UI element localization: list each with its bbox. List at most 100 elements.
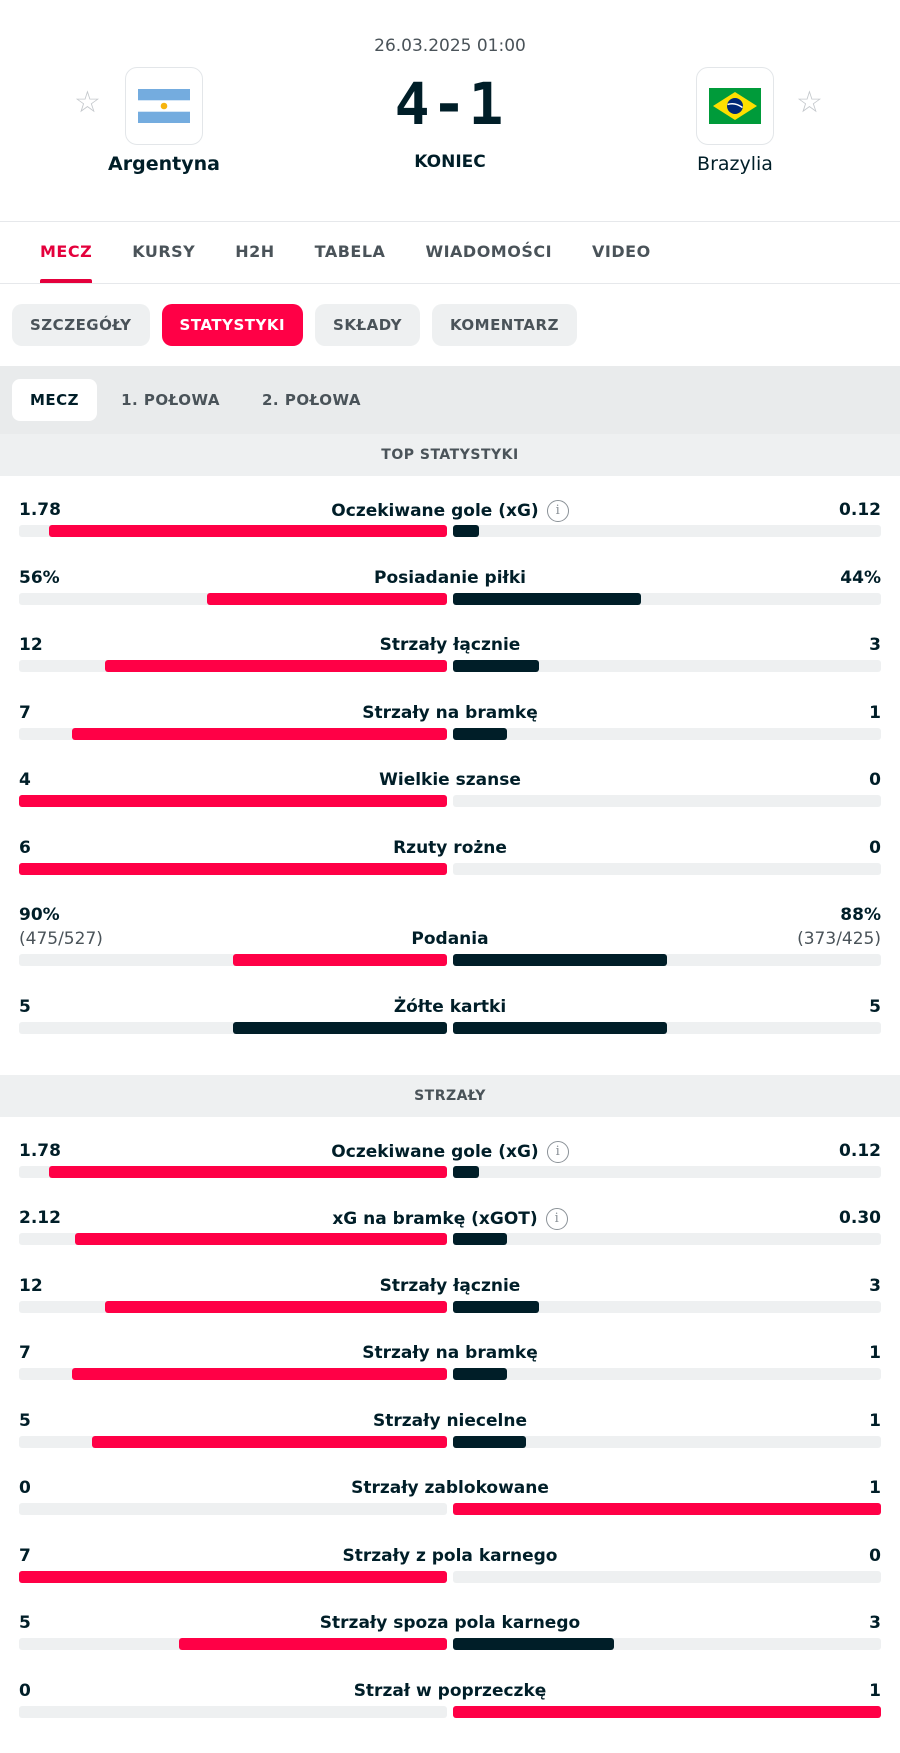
favorite-away-star-icon[interactable]: ☆ (796, 85, 823, 120)
stat-bar-home-track (19, 1705, 447, 1718)
stat-home-value: 4 (19, 770, 31, 790)
match-header: 26.03.2025 01:00 ☆ Argentyna 4-1 KONIEC … (0, 0, 900, 222)
stat-away-value: 5 (869, 997, 881, 1017)
stat-bar-home-track (19, 1368, 447, 1380)
stat-row: 12 Strzały łącznie 3 (0, 635, 900, 703)
stat-name-text: Strzały łącznie (379, 1275, 521, 1296)
period-tab-match[interactable]: MECZ (12, 379, 98, 421)
stat-list: 1.78 Oczekiwane gole (xG) i 0.12 2.12 xG na b… (0, 1117, 900, 1753)
section-header: STRZAŁY (0, 1074, 900, 1117)
stat-row: 7 Strzały na bramkę 1 (0, 703, 900, 771)
stat-bar-away-track (453, 1022, 881, 1034)
stat-bar-away-track (453, 1300, 881, 1313)
subtab-szczegoly[interactable]: SZCZEGÓŁY (12, 304, 150, 346)
stat-bar-home-track (19, 1165, 447, 1178)
tab-kursy[interactable]: KURSY (132, 242, 196, 261)
stat-row: 6 Rzuty rożne 0 (0, 838, 900, 906)
match-date: 26.03.2025 01:00 (374, 36, 526, 56)
period-tab-second-half[interactable]: 2. POŁOWA (262, 391, 361, 409)
stat-name: Strzał w poprzeczkę (0, 1681, 900, 1701)
stat-bar (19, 727, 881, 740)
info-icon[interactable]: i (546, 500, 569, 522)
stat-bar-home-track (19, 862, 447, 875)
stat-bar-home-fill (92, 1435, 447, 1448)
tab-wiadomosci[interactable]: WIADOMOŚCI (425, 242, 553, 261)
stat-bar-away-track (453, 592, 881, 605)
stat-bar-away-track (453, 1705, 881, 1718)
stat-away-value: 3 (869, 1275, 881, 1296)
tab-h2h[interactable]: H2H (235, 242, 275, 261)
away-team-logo[interactable] (696, 67, 774, 145)
stat-bar-home-fill (49, 1165, 447, 1178)
argentina-flag-icon (138, 89, 190, 123)
stat-name: Strzały z pola karnego (0, 1546, 900, 1566)
stat-bar-home-fill (179, 1638, 447, 1650)
away-team-name[interactable]: Brazylia (697, 153, 773, 175)
stat-home-value: 1.78 (19, 500, 61, 520)
stat-home-value: 1.78 (19, 1140, 61, 1161)
info-icon[interactable]: i (546, 1140, 569, 1163)
stat-bar-away-fill (453, 1165, 479, 1178)
subtab-komentarz[interactable]: KOMENTARZ (431, 304, 577, 346)
stat-bar (19, 954, 881, 966)
stat-name-text: xG na bramkę (xGOT) (332, 1209, 538, 1229)
info-icon[interactable]: i (545, 1208, 568, 1230)
stat-away-value: 1 (869, 1410, 881, 1431)
stat-home-value: 6 (19, 837, 31, 858)
tab-mecz[interactable]: MECZ (20, 222, 112, 283)
match-status: KONIEC (414, 152, 486, 172)
stat-bar (19, 795, 881, 807)
home-team-logo[interactable] (125, 67, 203, 145)
stat-bar-home-fill (207, 592, 447, 605)
stat-name: Strzały zablokowane (0, 1478, 900, 1498)
stat-name: Strzały na bramkę (0, 1343, 900, 1363)
stat-bar (19, 862, 881, 875)
stat-home-value: 7 (19, 702, 31, 723)
stat-row: 12 Strzały łącznie 3 (0, 1276, 900, 1344)
stat-bar (19, 1638, 881, 1650)
stat-name: Strzały spoza pola karnego (0, 1613, 900, 1633)
stat-bar-away-track (453, 795, 881, 807)
stat-row: 90% (475/527) Podania 88% (373/425) (0, 905, 900, 997)
subtab-statystyki[interactable]: STATYSTYKI (161, 304, 304, 346)
stat-bar-home-fill (19, 795, 447, 807)
favorite-home-star-icon[interactable]: ☆ (74, 85, 101, 120)
stat-bar-away-fill (453, 1300, 539, 1313)
stat-name-text: Strzały z pola karnego (342, 1545, 558, 1566)
stat-home-value: 90% (19, 905, 60, 925)
stat-name-text: Oczekiwane gole (xG) (331, 1141, 539, 1162)
stat-bar-away-track (453, 1570, 881, 1583)
stat-bar-away-track (453, 1165, 881, 1178)
stat-name: Strzały na bramkę (0, 703, 900, 723)
tab-tabela[interactable]: TABELA (314, 242, 386, 261)
stat-name: Oczekiwane gole (xG) i (0, 1140, 900, 1163)
brazil-flag-icon (709, 88, 761, 124)
stat-bar-away-track (453, 862, 881, 875)
stat-away-value: 0.30 (839, 1208, 881, 1228)
period-tab-first-half[interactable]: 1. POŁOWA (121, 391, 220, 409)
stat-name-text: Żółte kartki (393, 997, 507, 1017)
stat-bar (19, 1705, 881, 1718)
stat-bar (19, 660, 881, 672)
home-team-name[interactable]: Argentyna (108, 153, 220, 175)
stat-bar (19, 1165, 881, 1178)
stat-bar (19, 1300, 881, 1313)
stat-row: 4 Wielkie szanse 0 (0, 770, 900, 838)
stat-name: Posiadanie piłki (0, 568, 900, 588)
subtab-sklady[interactable]: SKŁADY (315, 304, 420, 346)
stat-name-text: Podania (411, 929, 489, 949)
stat-away-value: 0.12 (839, 1140, 881, 1161)
stat-list: 1.78 Oczekiwane gole (xG) i 0.12 56% Posiadan… (0, 476, 900, 1075)
stat-bar-away-track (453, 1435, 881, 1448)
stat-bar-away-fill (453, 1705, 881, 1718)
tab-video[interactable]: VIDEO (592, 242, 651, 261)
period-tabs: MECZ 1. POŁOWA 2. POŁOWA (0, 366, 900, 434)
match-score: 4-1 (0, 70, 900, 138)
stat-bar-home-track (19, 1638, 447, 1650)
stat-bar-away-track (453, 1368, 881, 1380)
stat-bar-home-fill (105, 660, 447, 672)
stat-name: Strzały niecelne (0, 1411, 900, 1431)
stat-name-text: Strzały na bramkę (362, 702, 538, 723)
stat-name-text: Oczekiwane gole (xG) (331, 501, 539, 521)
stat-row: 0 Strzały zablokowane 1 (0, 1478, 900, 1546)
